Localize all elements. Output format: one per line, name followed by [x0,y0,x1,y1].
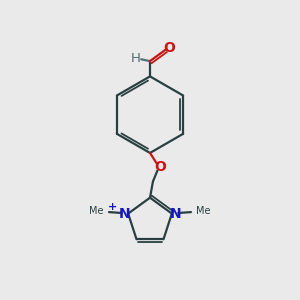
Text: Me: Me [89,206,104,216]
Text: O: O [154,160,166,174]
Text: O: O [163,40,175,55]
Text: Me: Me [196,206,211,216]
Text: H: H [131,52,141,64]
Text: +: + [108,202,118,212]
Text: N: N [118,207,130,220]
Text: N: N [170,207,182,220]
